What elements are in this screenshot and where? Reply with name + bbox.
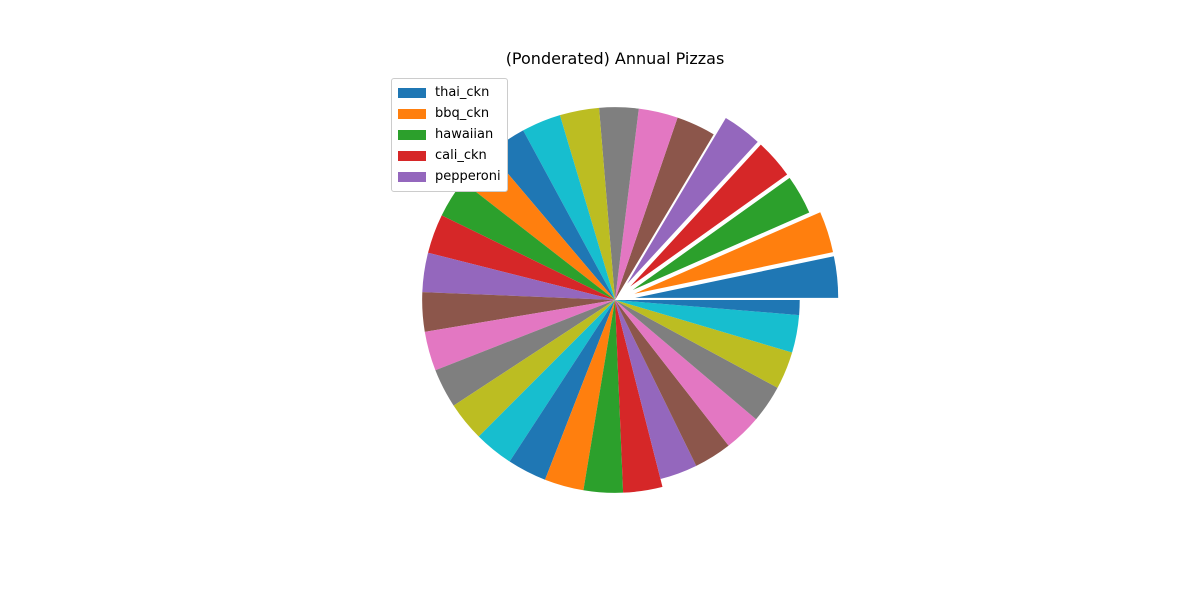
pie-slice	[615, 300, 697, 480]
legend-item-bbq-ckn: bbq_ckn	[392, 103, 507, 124]
legend-label: thai_ckn	[435, 85, 490, 100]
legend-label: bbq_ckn	[435, 106, 490, 121]
pie-slice	[615, 300, 778, 420]
pie-slice	[630, 144, 788, 287]
legend: thai_ckn bbq_ckn hawaiian cali_ckn peppe…	[391, 78, 508, 192]
pie-slice	[441, 181, 615, 300]
pie-slice	[615, 117, 714, 300]
legend-label: hawaiian	[435, 127, 494, 142]
pie-slice	[422, 252, 615, 300]
pie-slice	[615, 300, 793, 388]
legend-swatch	[398, 129, 426, 140]
pie-slice	[428, 215, 615, 300]
pie-slice	[635, 256, 839, 298]
pie-slice	[509, 300, 615, 480]
pie-slice	[435, 300, 615, 406]
pie-slice	[615, 300, 800, 353]
pie-slice	[545, 300, 615, 491]
pie-slice	[490, 130, 615, 300]
pie-slice	[615, 108, 678, 300]
pie-slice	[424, 300, 615, 371]
pie-slices	[422, 107, 839, 493]
legend-label: pepperoni	[435, 169, 501, 184]
legend-swatch	[398, 171, 426, 182]
legend-swatch	[398, 150, 426, 161]
pie-slice	[615, 300, 729, 466]
pie-slice	[615, 300, 757, 446]
pie-slice	[634, 212, 834, 294]
legend-item-thai-ckn: thai_ckn	[392, 82, 507, 103]
pie-slice	[615, 300, 663, 493]
pie-slice	[453, 300, 615, 437]
legend-item-hawaiian: hawaiian	[392, 124, 507, 145]
pie-slice	[583, 300, 624, 493]
pie-slice	[627, 118, 758, 284]
pie-slice	[615, 300, 800, 316]
pie-slice	[478, 300, 615, 462]
legend-swatch	[398, 87, 426, 98]
pie-slice	[599, 107, 639, 300]
legend-label: cali_ckn	[435, 148, 487, 163]
legend-item-cali-ckn: cali_ckn	[392, 145, 507, 166]
chart-title: (Ponderated) Annual Pizzas	[506, 49, 725, 68]
legend-swatch	[398, 108, 426, 119]
legend-item-pepperoni: pepperoni	[392, 166, 507, 187]
pie-slice	[422, 292, 615, 332]
pie-slice	[632, 177, 810, 290]
pie-slice	[559, 107, 615, 300]
pie-slice	[523, 115, 615, 300]
